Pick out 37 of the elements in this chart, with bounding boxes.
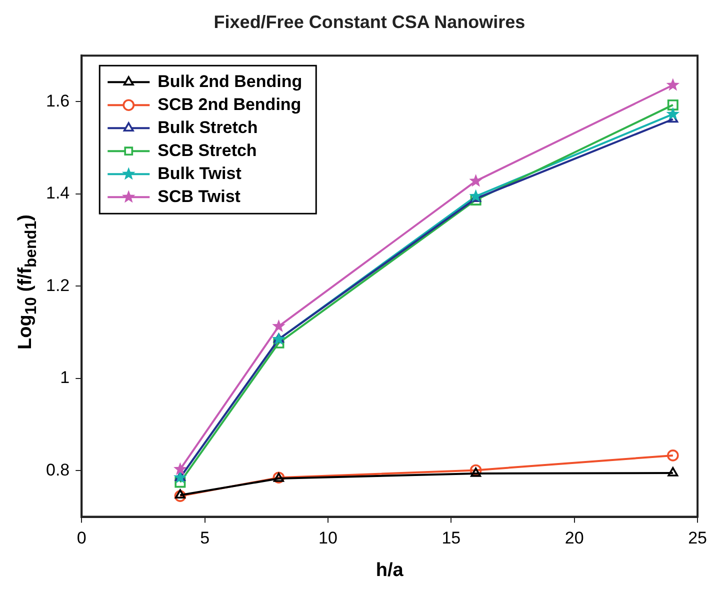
point [174, 489, 186, 499]
legend-label: Bulk 2nd Bending [158, 72, 302, 91]
point [174, 462, 187, 475]
chart-title: Fixed/Free Constant CSA Nanowires [214, 12, 526, 32]
legend-label: Bulk Twist [158, 164, 242, 183]
legend-label: SCB 2nd Bending [158, 94, 302, 114]
x-axis-title: h/a [376, 560, 404, 581]
point [666, 107, 680, 120]
point [470, 464, 482, 476]
point [174, 476, 186, 488]
y-tick-label: 1.4 [46, 184, 70, 203]
point [272, 319, 286, 332]
point [666, 78, 680, 91]
x-tick-label: 15 [442, 528, 461, 548]
point [174, 490, 186, 502]
point [273, 337, 284, 348]
legend-label: SCB Twist [158, 186, 241, 206]
x-tick-label: 10 [318, 528, 338, 548]
y-tick-label: 1.2 [46, 276, 70, 295]
point [174, 470, 187, 484]
point [174, 472, 186, 481]
y-tick-label: 1.6 [46, 91, 70, 110]
x-tick-label: 25 [688, 528, 708, 548]
y-tick-label: 1 [60, 368, 70, 388]
x-tick-label: 5 [200, 528, 210, 548]
y-tick-label: 0.8 [46, 460, 70, 480]
point [470, 194, 482, 206]
point [469, 189, 482, 202]
point [667, 99, 678, 110]
legend-label: SCB Stretch [158, 140, 257, 160]
legend-label: Bulk Stretch [158, 118, 258, 137]
point [668, 467, 678, 476]
point [667, 450, 679, 462]
x-tick-label: 20 [564, 528, 584, 548]
x-tick-label: 0 [76, 528, 86, 548]
point [469, 174, 482, 187]
point [470, 468, 482, 477]
